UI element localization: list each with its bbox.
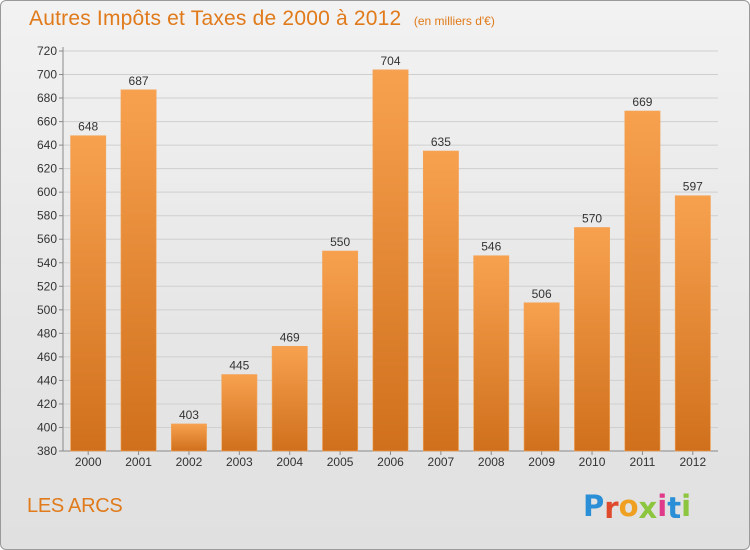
bar (271, 345, 308, 452)
data-label: 687 (129, 74, 149, 88)
bar (171, 423, 207, 452)
y-tick-label: 560 (37, 232, 57, 246)
bar (422, 150, 459, 452)
y-tick-label: 620 (37, 162, 57, 176)
bar (574, 227, 610, 452)
data-label: 669 (632, 95, 652, 109)
data-labels: 648 687 403 445 469 550 704 635 546 506 570 669 597 (78, 54, 703, 422)
x-tick-label: 2002 (176, 455, 203, 469)
logo-letter: r (604, 491, 619, 525)
x-tick-labels: 2000 2001 2002 2003 2004 2005 2006 2007 2008 2009… (75, 455, 707, 469)
logo-letter: i (681, 489, 692, 523)
bar (624, 110, 661, 452)
data-label: 469 (280, 330, 300, 344)
chart-subtitle: (en milliers d'€) (413, 14, 495, 28)
x-tick-label: 2004 (276, 455, 303, 469)
y-tick-label: 580 (37, 209, 57, 223)
chart-title: Autres Impôts et Taxes de 2000 à 2012 (29, 7, 402, 30)
bars (70, 69, 711, 452)
data-label: 597 (683, 180, 703, 194)
y-tick-label: 500 (37, 303, 57, 317)
data-label: 506 (532, 287, 552, 301)
x-tick-label: 2012 (679, 455, 706, 469)
y-tick-label: 640 (37, 138, 57, 152)
logo-letter: x (638, 491, 658, 525)
y-tick-label: 700 (37, 68, 57, 82)
x-tick-label: 2010 (579, 455, 606, 469)
y-tick-labels: 380 400 420 440 460 480 500 520 540 560 580 600 620 6… (37, 44, 57, 458)
logo-letter: P (583, 489, 605, 523)
data-label: 648 (78, 120, 98, 134)
data-label: 704 (380, 54, 400, 68)
y-tick-label: 520 (37, 279, 57, 293)
bar (221, 374, 258, 452)
x-tick-label: 2011 (630, 455, 656, 469)
y-tick-label: 480 (37, 326, 57, 340)
y-tick-label: 420 (37, 397, 57, 411)
x-tick-label: 2000 (75, 455, 102, 469)
bar (322, 250, 359, 452)
data-label: 403 (179, 408, 199, 422)
y-tick-label: 460 (37, 350, 57, 364)
bar (120, 89, 157, 452)
y-tick-label: 380 (37, 444, 57, 458)
bar (473, 255, 510, 452)
data-label: 570 (582, 211, 602, 225)
y-tick-label: 440 (37, 373, 57, 387)
x-tick-label: 2009 (528, 455, 555, 469)
x-tick-label: 2001 (125, 455, 152, 469)
data-label: 550 (330, 235, 350, 249)
y-tick-label: 400 (37, 420, 57, 434)
proxiti-logo[interactable]: Proxiti (583, 489, 692, 525)
y-tick-label: 680 (37, 91, 57, 105)
commune-name: LES ARCS (27, 495, 123, 517)
y-tick-label: 600 (37, 185, 57, 199)
data-label: 445 (229, 359, 249, 373)
x-tick-label: 2006 (377, 455, 404, 469)
x-tick-label: 2007 (428, 455, 455, 469)
data-label: 635 (431, 135, 451, 149)
y-tick-label: 540 (37, 256, 57, 270)
logo-letter: t (667, 491, 682, 525)
logo-letter: i (657, 489, 668, 523)
data-label: 546 (481, 240, 501, 254)
bar (70, 135, 107, 452)
bar (372, 69, 409, 452)
y-tick-label: 660 (37, 115, 57, 129)
title-row: Autres Impôts et Taxes de 2000 à 2012 (e… (29, 7, 495, 31)
bar (523, 302, 560, 452)
bar (674, 195, 711, 452)
y-tick-label: 720 (37, 44, 57, 58)
x-tick-label: 2005 (327, 455, 354, 469)
logo-letter: o (618, 489, 639, 523)
x-tick-label: 2008 (478, 455, 505, 469)
x-tick-label: 2003 (226, 455, 253, 469)
